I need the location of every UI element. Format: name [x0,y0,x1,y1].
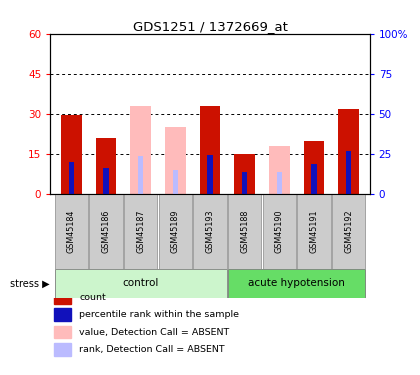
Text: value, Detection Call = ABSENT: value, Detection Call = ABSENT [79,328,229,337]
Text: acute hypotension: acute hypotension [248,278,345,288]
Bar [269,146,290,194]
Title: GDS1251 / 1372669_at: GDS1251 / 1372669_at [133,20,287,33]
Bar [234,154,255,194]
Bar [228,194,261,269]
Bar [242,171,247,194]
Bar [54,343,71,356]
Text: GSM45193: GSM45193 [205,210,215,253]
Bar [173,170,178,194]
Bar [263,194,296,269]
Bar [89,194,123,269]
Bar [346,151,352,194]
Text: GSM45189: GSM45189 [171,210,180,253]
Bar [193,194,227,269]
Bar [138,156,143,194]
Bar [68,162,74,194]
Bar [297,194,331,269]
Text: percentile rank within the sample: percentile rank within the sample [79,310,239,319]
Bar [159,194,192,269]
Bar [277,171,282,194]
Text: control: control [122,278,159,288]
Text: GSM45192: GSM45192 [344,210,353,253]
Bar [55,269,227,298]
Bar [61,115,81,194]
Bar [332,194,365,269]
Bar [54,326,71,338]
Text: GSM45190: GSM45190 [275,210,284,253]
Text: GSM45186: GSM45186 [101,210,110,253]
Bar [304,141,325,194]
Bar [165,127,186,194]
Bar [124,194,157,269]
Bar [130,106,151,194]
Bar [339,108,359,194]
Text: rank, Detection Call = ABSENT: rank, Detection Call = ABSENT [79,345,225,354]
Bar [228,269,365,298]
Bar [103,168,108,194]
Bar [200,106,221,194]
Text: GSM45191: GSM45191 [310,210,319,253]
Bar [207,155,213,194]
Bar [312,164,317,194]
Bar [54,309,71,321]
Text: GSM45187: GSM45187 [136,210,145,253]
Bar [55,194,88,269]
Text: count: count [79,293,106,302]
Bar [95,138,116,194]
Text: GSM45184: GSM45184 [67,210,76,253]
Text: GSM45188: GSM45188 [240,210,249,253]
Bar [54,291,71,304]
Text: stress ▶: stress ▶ [10,278,50,288]
